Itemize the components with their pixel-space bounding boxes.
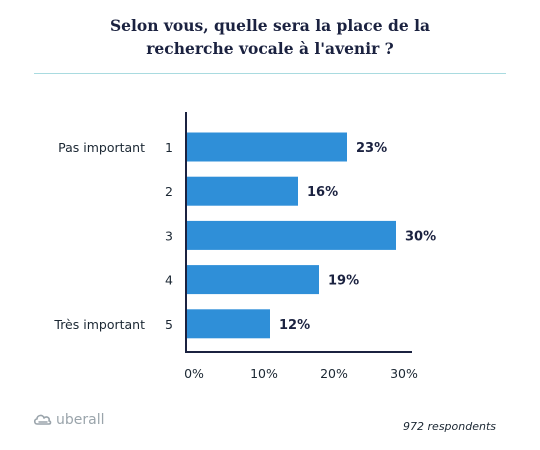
x-tick-label-30: 30%: [390, 366, 418, 381]
category-label-5: 5: [165, 317, 173, 332]
x-tick-label-10: 10%: [250, 366, 278, 381]
chart-title-line-1: Selon vous, quelle sera la place de la: [109, 16, 431, 35]
respondents-count: 972 respondents: [403, 420, 496, 433]
data-label-4: 19%: [328, 274, 359, 289]
uberall-logo-icon: [33, 414, 52, 425]
bar-1: [186, 132, 347, 162]
brand-name: uberall: [56, 412, 105, 428]
category-label-2: 2: [165, 184, 173, 199]
brand-logo: uberall: [33, 412, 105, 428]
bar-4: [186, 265, 319, 295]
title-divider: [34, 73, 506, 74]
bar-2: [186, 176, 298, 206]
category-label-3: 3: [165, 228, 173, 243]
category-note-5: Très important: [53, 317, 145, 332]
data-label-1: 23%: [356, 141, 387, 156]
x-tick-label-0: 0%: [184, 366, 204, 381]
data-label-3: 30%: [405, 229, 436, 244]
data-label-5: 12%: [279, 318, 310, 333]
bar-5: [186, 309, 270, 339]
chart-title-line-2: recherche vocale à l'avenir ?: [146, 39, 394, 58]
category-label-4: 4: [165, 273, 173, 288]
data-label-2: 16%: [307, 185, 338, 200]
bar-3: [186, 220, 396, 250]
category-note-1: Pas important: [58, 140, 145, 155]
chart-title: Selon vous, quelle sera la place de la r…: [0, 14, 540, 60]
x-tick-label-20: 20%: [320, 366, 348, 381]
category-label-1: 1: [165, 140, 173, 155]
